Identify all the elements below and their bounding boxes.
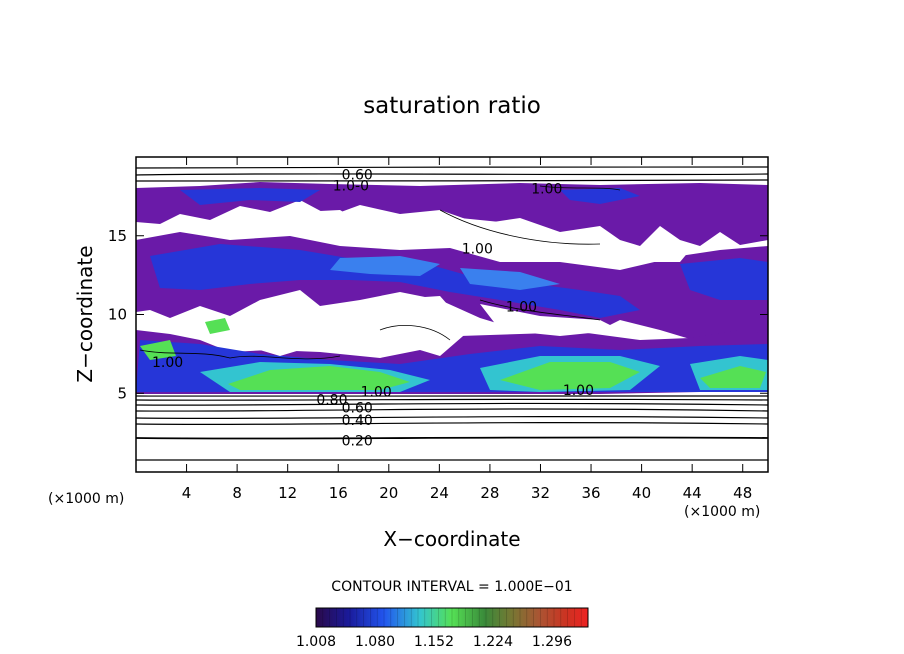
contour-label: 1.00 [361, 385, 392, 401]
x-tick-label: 32 [531, 484, 550, 502]
colorbar-tick-label: 1.008 [296, 634, 336, 650]
x-tick-label: 44 [683, 484, 702, 502]
contour-label: 0.40 [342, 413, 373, 429]
contour-line [136, 436, 768, 440]
x-tick-label: 36 [581, 484, 600, 502]
colorbar-ticks: 1.008 1.080 1.152 1.224 1.296 [296, 608, 582, 650]
mid-cloud-core [150, 244, 640, 318]
x-tick-label: 40 [632, 484, 651, 502]
contour-label: 0.80 [316, 393, 347, 409]
contour-line [136, 173, 768, 176]
contour-labels: 0.601.0-0 1.001.001.001.001.00 1.000.800.6… [152, 167, 594, 449]
colorbar [315, 607, 589, 628]
contour-label: 0.60 [342, 167, 373, 183]
contour-line [139, 349, 341, 360]
y-tick-label: 10 [108, 306, 127, 324]
contour-line [136, 408, 768, 412]
x-tick-label: 20 [379, 484, 398, 502]
y-tick-label: 5 [117, 384, 127, 402]
contour-label: 0.60 [342, 400, 373, 416]
contour-line [136, 459, 768, 461]
contour-line [136, 415, 768, 420]
y-axis-title: Z−coordinate [73, 245, 97, 382]
contour-line [136, 398, 768, 401]
upper-cloud-core [180, 188, 320, 205]
x-tick-label: 8 [232, 484, 242, 502]
contour-line [136, 421, 768, 426]
contour-label: 1.00 [462, 241, 493, 257]
x-unit-note-left: (×1000 m) [48, 491, 124, 507]
contour-line [379, 325, 451, 341]
colorbar-tick-label: 1.080 [355, 634, 395, 650]
x-tick-label: 48 [733, 484, 752, 502]
x-unit-note-right: (×1000 m) [684, 504, 760, 520]
x-tick-label: 4 [182, 484, 192, 502]
colorbar-tick-label: 1.152 [414, 634, 454, 650]
chart-title: saturation ratio [363, 93, 541, 119]
x-tick-label: 28 [480, 484, 499, 502]
contour-interval-note: CONTOUR INTERVAL = 1.000E−01 [331, 579, 572, 595]
low-cloud-core [228, 366, 410, 390]
x-axis: 4 8 12 16 20 24 28 32 36 40 44 48 [182, 157, 752, 502]
contour-label: 1.00 [563, 383, 594, 399]
contour-line [539, 185, 621, 191]
y-tick-label: 15 [108, 227, 127, 245]
contour-label: 1.00 [152, 355, 183, 371]
contour-label: 1.0-0 [333, 178, 369, 194]
contour-line [439, 209, 601, 245]
colorbar-tick-label: 1.224 [473, 634, 513, 650]
contour-line [479, 299, 601, 321]
x-tick-label: 24 [430, 484, 449, 502]
x-axis-title: X−coordinate [383, 527, 520, 551]
x-tick-label: 12 [278, 484, 297, 502]
x-tick-label: 16 [329, 484, 348, 502]
contour-line [136, 166, 768, 169]
y-axis: 5 10 15 [108, 227, 768, 402]
contour-label: 1.00 [506, 300, 537, 316]
contour-line [136, 179, 768, 182]
contour-label: 0.20 [342, 434, 373, 450]
contour-label: 1.00 [531, 182, 562, 198]
contour-line [136, 395, 768, 397]
contour-line [136, 402, 768, 406]
colorbar-tick-label: 1.296 [532, 634, 572, 650]
saturation-field [136, 157, 768, 472]
